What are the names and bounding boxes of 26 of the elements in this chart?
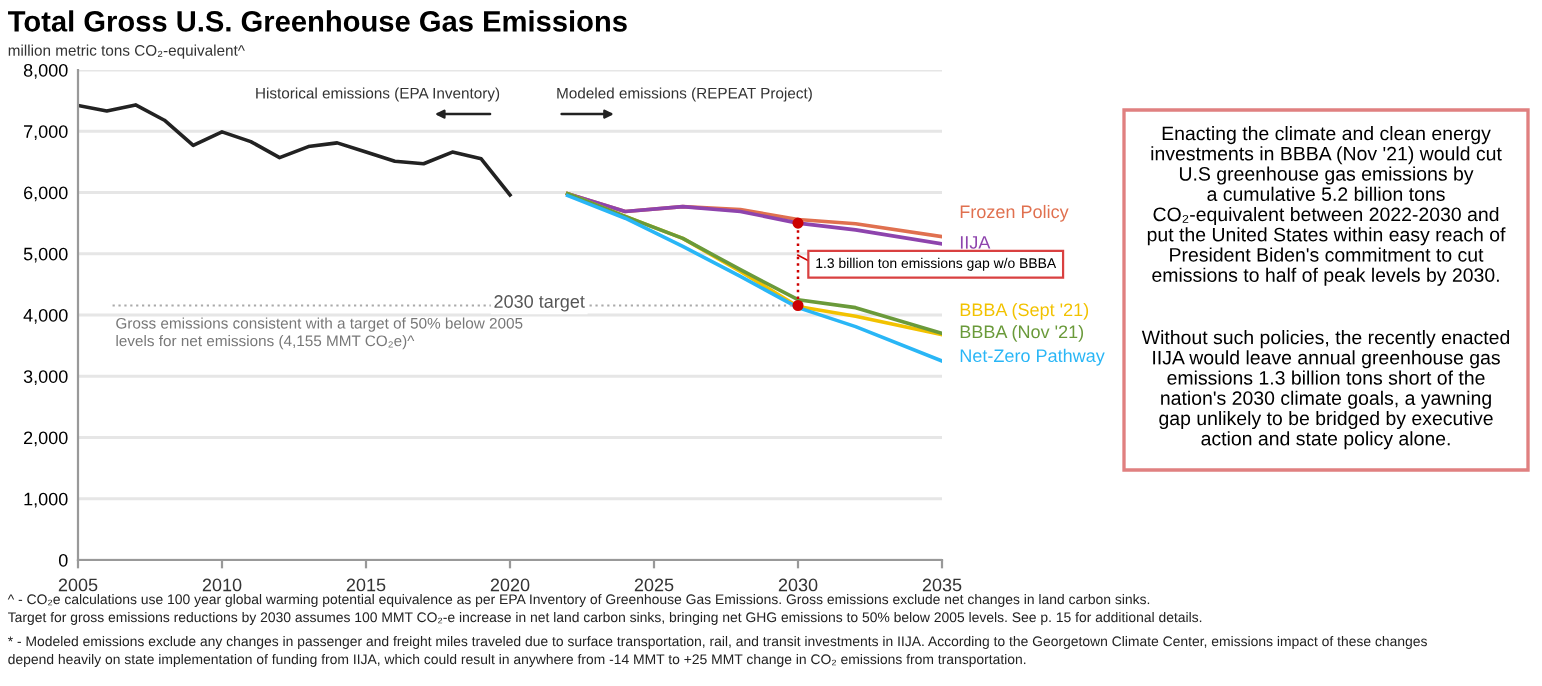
x-tick-label: 2030 <box>778 578 818 592</box>
x-tick-label: 2010 <box>202 578 242 592</box>
y-tick-label: 0 <box>58 553 68 567</box>
chart-title: Total Gross U.S. Greenhouse Gas Emissions <box>8 10 627 32</box>
series-label: BBBA (Sept '21) <box>960 302 1089 320</box>
text: Without such policies, the recently enacted IIJA would leave annual greenhouse gas emissions 1.3 billion tons short of the nation's 2030 climate goals, a yawning gap unlikely to be bridged by executive action and state policy alone. <box>1141 330 1510 450</box>
y-tick-label: 8,000 <box>23 63 68 79</box>
x-tick-label: 2025 <box>634 578 674 592</box>
text: Enacting the climate and clean energy investments in BBBA (Nov '21) would cut U.S greenhouse gas emissions by a cumulative 5.2 billion tons CO₂-equivalent between 2022-2030 and put the United States within easy reach of President Biden's commitment to cut emissions to half of peak levels by 2030. <box>1147 126 1506 286</box>
series-label: Net-Zero Pathway <box>960 348 1105 366</box>
y-tick-label: 1,000 <box>24 492 68 508</box>
y-tick-label: 3,000 <box>23 370 68 386</box>
x-tick-label: 2020 <box>490 578 530 592</box>
x-tick-label: 2035 <box>922 578 962 592</box>
x-tick-label: 2005 <box>58 578 98 592</box>
y-tick-label: 5,000 <box>23 247 68 263</box>
y-tick-label: 2,000 <box>24 431 68 447</box>
series-label: BBBA (Nov '21) <box>960 324 1084 342</box>
ref-line-label: 2030 target <box>494 295 585 312</box>
series-label: IIJA <box>960 236 991 249</box>
x-tick-label: 2015 <box>346 578 386 592</box>
series-label: Frozen Policy <box>960 204 1069 222</box>
y-tick-label: 6,000 <box>24 186 68 202</box>
y-tick-label: 7,000 <box>24 125 68 141</box>
line-series <box>78 103 512 197</box>
y-tick-label: 4,000 <box>23 308 68 324</box>
